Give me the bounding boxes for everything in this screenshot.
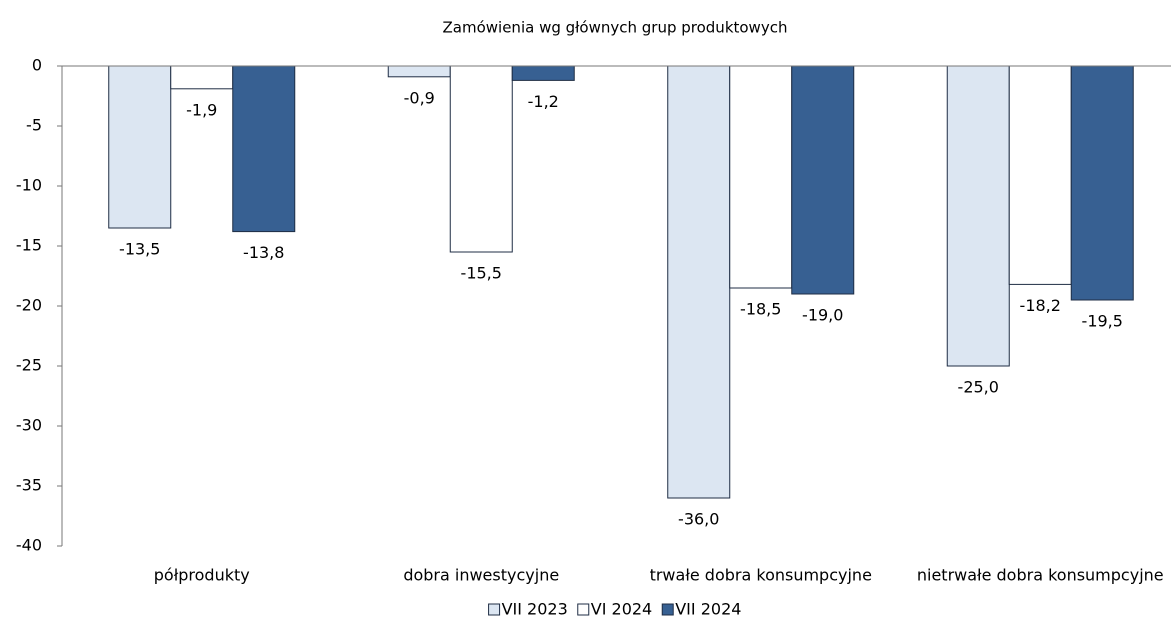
legend-swatch bbox=[661, 603, 674, 616]
x-tick-label: dobra inwestycyjne bbox=[403, 566, 559, 585]
y-tick-label: -10 bbox=[16, 176, 42, 195]
value-label: -19,5 bbox=[1082, 312, 1123, 331]
value-label: -25,0 bbox=[958, 378, 999, 397]
y-tick-label: -15 bbox=[16, 236, 42, 255]
bar bbox=[232, 65, 296, 233]
y-tick-label: 0 bbox=[32, 56, 42, 75]
legend-label: VI 2024 bbox=[591, 600, 652, 619]
bar bbox=[729, 65, 793, 289]
y-tick-label: -25 bbox=[16, 356, 42, 375]
bar bbox=[170, 65, 234, 90]
value-label: -1,2 bbox=[528, 92, 559, 111]
y-tick-label: -5 bbox=[26, 116, 42, 135]
bar bbox=[1070, 65, 1134, 301]
value-label: -36,0 bbox=[678, 510, 719, 529]
x-tick-label: nietrwałe dobra konsumpcyjne bbox=[917, 566, 1164, 585]
value-label: -0,9 bbox=[404, 88, 435, 107]
y-tick-label: -35 bbox=[16, 476, 42, 495]
y-tick-label: -40 bbox=[16, 536, 42, 555]
bar bbox=[511, 65, 575, 81]
value-label: -1,9 bbox=[186, 100, 217, 119]
legend-swatch bbox=[577, 603, 590, 616]
y-tick-label: -20 bbox=[16, 296, 42, 315]
bar bbox=[1008, 65, 1072, 285]
x-tick-label: trwałe dobra konsumpcyjne bbox=[650, 566, 872, 585]
bar bbox=[791, 65, 855, 295]
legend-label: VII 2024 bbox=[675, 600, 741, 619]
bar bbox=[449, 65, 513, 253]
y-tick-label: -30 bbox=[16, 416, 42, 435]
value-label: -15,5 bbox=[461, 264, 502, 283]
bar bbox=[387, 65, 451, 78]
bar bbox=[108, 65, 172, 229]
bar bbox=[667, 65, 731, 499]
chart-title: Zamówienia wg głównych grup produktowych bbox=[443, 19, 788, 37]
legend-label: VII 2023 bbox=[502, 600, 568, 619]
bar bbox=[946, 65, 1010, 367]
value-label: -13,8 bbox=[243, 243, 284, 262]
value-label: -18,2 bbox=[1020, 296, 1061, 315]
x-tick-label: półprodukty bbox=[154, 566, 250, 585]
value-label: -13,5 bbox=[119, 240, 160, 259]
legend-swatch bbox=[488, 603, 501, 616]
value-label: -19,0 bbox=[802, 306, 843, 325]
value-label: -18,5 bbox=[740, 300, 781, 319]
